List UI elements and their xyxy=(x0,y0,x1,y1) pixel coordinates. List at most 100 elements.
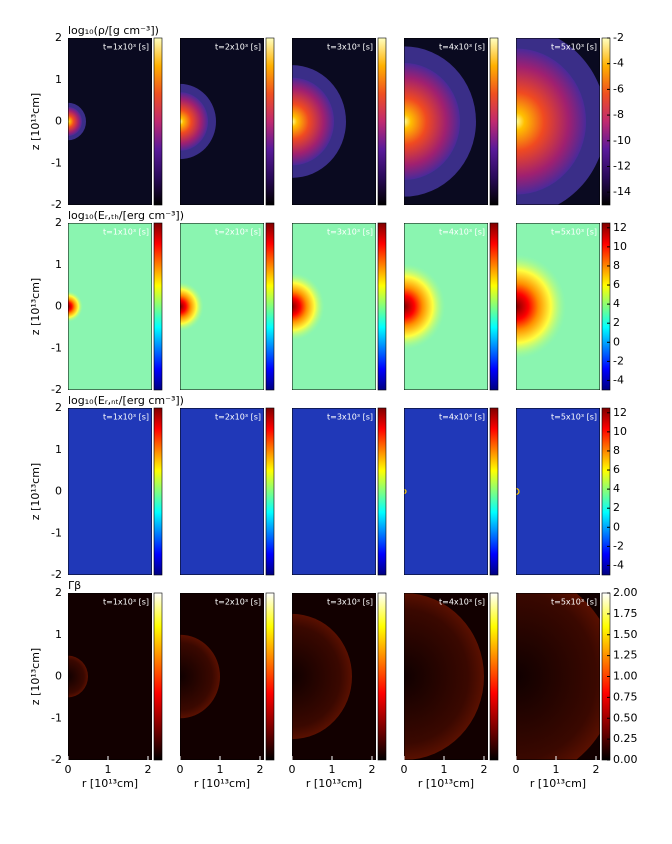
colorbar-tick-label: 2 xyxy=(613,316,620,329)
time-label: t=4x10³ [s] xyxy=(439,413,485,422)
y-tick-label: 2 xyxy=(55,31,62,44)
colorbar xyxy=(265,407,275,576)
hot-spot xyxy=(516,487,520,496)
colorbar xyxy=(377,592,387,761)
x-axis-label: r [10¹³cm] xyxy=(82,777,138,790)
colorbar xyxy=(489,37,499,206)
y-axis-label: z [10¹³cm] xyxy=(29,278,42,335)
colorbar-tick-label: 10 xyxy=(613,425,627,438)
colorbar xyxy=(489,407,499,576)
x-tick-label: 0 xyxy=(289,763,296,776)
core xyxy=(404,63,460,180)
colorbar-tick-label: -12 xyxy=(613,159,631,172)
time-label: t=3x10³ [s] xyxy=(327,413,373,422)
y-tick-label: 1 xyxy=(55,73,62,86)
time-label: t=2x10³ [s] xyxy=(215,413,261,422)
shock xyxy=(180,634,220,719)
time-label: t=1x10³ [s] xyxy=(103,43,149,52)
row-title: log₁₀(Eᵣ,ₜₕ/[erg cm⁻³]) xyxy=(68,209,184,222)
shock xyxy=(516,593,600,760)
y-axis-label: z [10¹³cm] xyxy=(29,648,42,705)
colorbar xyxy=(153,37,163,206)
x-tick-label: 2 xyxy=(369,763,376,776)
y-tick-label: -2 xyxy=(51,753,62,766)
colorbar xyxy=(153,222,163,391)
time-label: t=2x10³ [s] xyxy=(215,43,261,52)
panel xyxy=(516,408,600,575)
panel xyxy=(180,593,264,760)
y-tick-label: 1 xyxy=(55,443,62,456)
colorbar-tick-label: 12 xyxy=(613,406,627,419)
y-tick-label: -2 xyxy=(51,568,62,581)
time-label: t=1x10³ [s] xyxy=(103,228,149,237)
colorbar-tick-label: 12 xyxy=(613,221,627,234)
x-axis-label: r [10¹³cm] xyxy=(306,777,362,790)
x-tick-label: 2 xyxy=(257,763,264,776)
colorbar-tick-label: -8 xyxy=(613,108,624,121)
y-axis-label: z [10¹³cm] xyxy=(29,93,42,150)
colorbar xyxy=(265,37,275,206)
colorbar-tick-label: 4 xyxy=(613,297,620,310)
panel xyxy=(292,223,376,390)
colorbar-tick-label: 1.50 xyxy=(613,628,638,641)
time-label: t=1x10³ [s] xyxy=(103,598,149,607)
panel-background xyxy=(292,408,376,575)
panel xyxy=(404,593,488,760)
y-tick-label: 2 xyxy=(55,401,62,414)
colorbar xyxy=(601,37,611,206)
panel xyxy=(292,408,376,575)
hot-region xyxy=(516,254,566,359)
time-label: t=3x10³ [s] xyxy=(327,43,373,52)
colorbar-tick-label: -4 xyxy=(613,373,624,386)
colorbar-tick-label: 0.25 xyxy=(613,732,638,745)
colorbar xyxy=(153,592,163,761)
hot-region xyxy=(180,281,204,332)
core xyxy=(68,106,82,137)
colorbar-tick-label: 2.00 xyxy=(613,586,638,599)
colorbar xyxy=(377,222,387,391)
hot-region xyxy=(292,272,325,341)
time-label: t=5x10³ [s] xyxy=(551,413,597,422)
colorbar xyxy=(377,37,387,206)
x-tick-label: 1 xyxy=(441,763,448,776)
colorbar xyxy=(489,222,499,391)
colorbar-tick-label: 0.75 xyxy=(613,690,638,703)
panel xyxy=(516,593,600,760)
panel-background xyxy=(516,408,600,575)
core xyxy=(292,77,334,166)
panel xyxy=(68,38,152,205)
panel xyxy=(180,408,264,575)
row-title: log₁₀(Eᵣ,ₙₜ/[erg cm⁻³]) xyxy=(68,394,184,407)
colorbar-tick-label: 2 xyxy=(613,501,620,514)
time-label: t=5x10³ [s] xyxy=(551,598,597,607)
time-label: t=3x10³ [s] xyxy=(327,598,373,607)
colorbar-tick-label: 0.50 xyxy=(613,711,638,724)
y-tick-label: -1 xyxy=(51,526,62,539)
y-tick-label: 2 xyxy=(55,216,62,229)
x-tick-label: 0 xyxy=(177,763,184,776)
colorbar-tick-label: -2 xyxy=(613,539,624,552)
colorbar-tick-label: 10 xyxy=(613,240,627,253)
time-label: t=2x10³ [s] xyxy=(215,598,261,607)
panel-background xyxy=(404,408,488,575)
colorbar-tick-label: 8 xyxy=(613,444,620,457)
core xyxy=(516,48,586,195)
colorbar xyxy=(153,407,163,576)
x-axis-label: r [10¹³cm] xyxy=(530,777,586,790)
colorbar xyxy=(489,592,499,761)
x-tick-label: 2 xyxy=(481,763,488,776)
colorbar xyxy=(265,592,275,761)
panel xyxy=(404,38,488,205)
panel xyxy=(68,408,152,575)
colorbar-tick-label: -4 xyxy=(613,558,624,571)
x-tick-label: 0 xyxy=(513,763,520,776)
colorbar-tick-label: -14 xyxy=(613,185,631,198)
y-tick-label: 0 xyxy=(55,300,62,313)
y-tick-label: 2 xyxy=(55,586,62,599)
shock xyxy=(68,655,88,698)
shock xyxy=(404,593,484,760)
y-tick-label: 1 xyxy=(55,258,62,271)
y-tick-label: -2 xyxy=(51,198,62,211)
panel xyxy=(68,593,152,760)
